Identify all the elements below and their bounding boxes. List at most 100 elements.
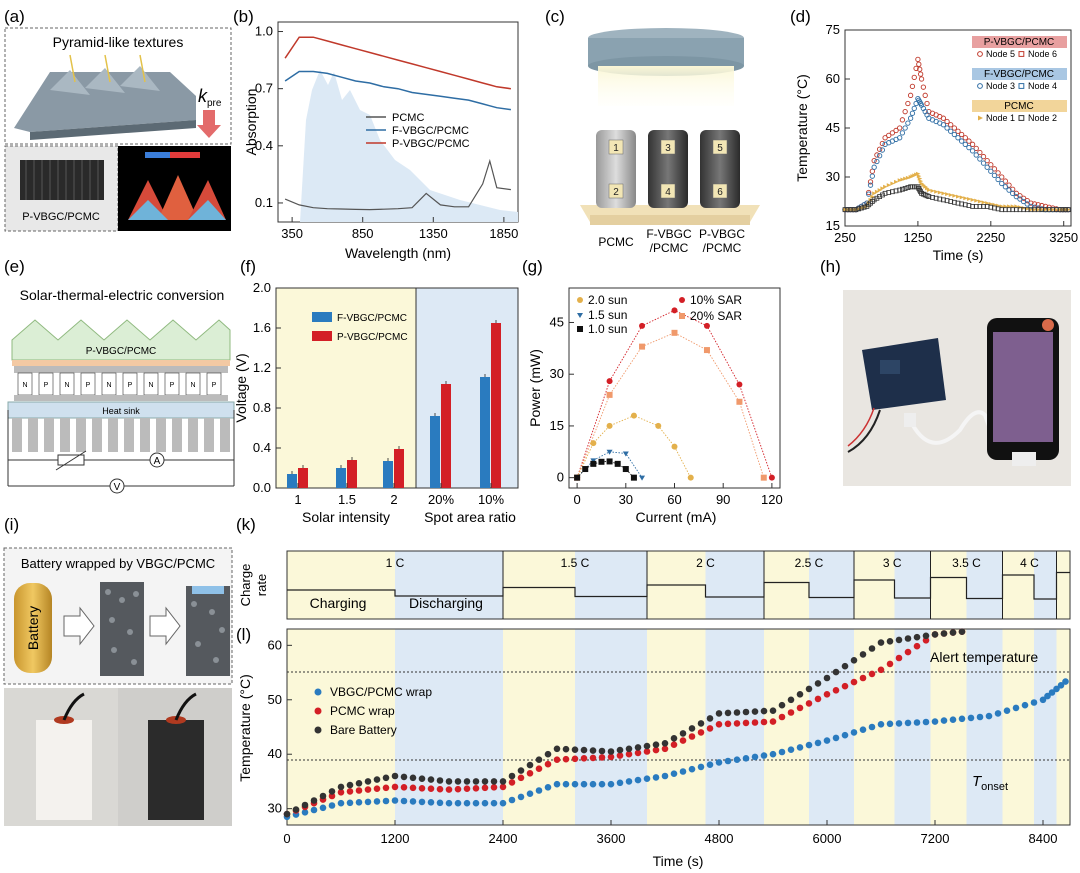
k-charging: Charging (310, 595, 367, 611)
d-point-node-1 (926, 188, 932, 193)
l-point-pcmc (436, 785, 444, 793)
l-point-pcmc (418, 785, 426, 792)
g-ytick-label: 30 (550, 366, 564, 381)
d-point-node-3 (1020, 198, 1027, 205)
g-point (671, 307, 678, 314)
d-point-node-3 (980, 160, 987, 166)
d-legend-node4: Node 4 (1028, 81, 1057, 91)
l-point-pcmc (679, 737, 687, 744)
d-point-node-2 (842, 207, 848, 213)
l-point-vbgc (841, 731, 849, 739)
d-ytick-label: 60 (826, 71, 840, 86)
d-point-node-2 (1065, 207, 1071, 213)
d-point-node-5 (916, 61, 922, 67)
l-point-bare (391, 772, 399, 780)
d-point-node-5 (944, 118, 950, 125)
d-point-node-2 (848, 207, 853, 213)
l-point-bare (796, 691, 804, 698)
k-rate-label: 3.5 C (952, 556, 981, 570)
l-point-bare (292, 806, 300, 813)
l-point-vbgc (751, 753, 759, 761)
d-point-node-5 (867, 179, 874, 185)
l-point-bare (418, 775, 426, 782)
d-point-node-5 (969, 141, 976, 147)
l-point-bare (625, 745, 633, 753)
k-band (705, 551, 764, 619)
l-band (894, 629, 931, 825)
d-point-node-1 (886, 183, 892, 188)
l-point-bare (877, 639, 885, 646)
l-point-pcmc (715, 721, 723, 728)
k-band (287, 551, 395, 619)
d-point-node-1 (877, 188, 883, 193)
l-point-pcmc (535, 765, 543, 772)
d-point-node-1 (970, 197, 976, 202)
g-xtick-label: 0 (573, 492, 580, 507)
d-point-node-3 (902, 125, 908, 131)
l-point-vbgc (760, 752, 768, 759)
l-point-vbgc (985, 712, 993, 720)
l-point-bare (490, 778, 498, 785)
l-band (1002, 629, 1034, 825)
d-point-node-1 (894, 179, 899, 184)
d-point-node-5 (924, 100, 930, 107)
l-point-vbgc (877, 721, 885, 728)
te-leg-label: P (128, 382, 133, 389)
l-point-bare (409, 774, 417, 782)
l-point-vbgc (328, 802, 336, 809)
l-xtick-label: 8400 (1029, 831, 1058, 846)
g-xtick-label: 120 (761, 492, 783, 507)
d-point-node-1 (966, 197, 972, 202)
d-point-node-3 (948, 128, 954, 134)
d-point-node-2 (859, 205, 864, 211)
d-point-node-2 (1063, 207, 1068, 213)
d-point-node-5 (980, 153, 987, 160)
l-point-vbgc (850, 729, 858, 736)
b-xlabel: Wavelength (nm) (345, 245, 451, 261)
k-band (1002, 551, 1034, 619)
d-point-node-3 (969, 148, 976, 154)
panel-label-b: (b) (233, 7, 254, 26)
g-legend-1sun: 1.0 sun (588, 322, 627, 336)
b-legend-pcmc: PCMC (392, 112, 424, 124)
d-ytick-label: 15 (826, 218, 840, 233)
l-point-vbgc (319, 804, 327, 812)
d-point-node-2 (905, 185, 911, 191)
l-point-bare (895, 636, 903, 644)
l-ytick-label: 50 (268, 692, 282, 707)
g-point (606, 422, 613, 429)
d-point-node-3 (995, 176, 1001, 183)
l-point-bare (319, 792, 327, 800)
g-ytick-label: 45 (550, 314, 564, 329)
l-point-bare (688, 725, 696, 732)
l-point-bare (553, 745, 561, 753)
l-point-pcmc (454, 785, 462, 793)
d-point-node-5 (940, 115, 947, 121)
d-point-node-2 (861, 204, 867, 210)
g-point (606, 449, 613, 455)
l-point-pcmc (490, 784, 498, 791)
d-point-node-5 (922, 92, 928, 98)
l-band (930, 629, 967, 825)
l-point-vbgc (742, 755, 750, 762)
node-1: 1 (613, 143, 619, 154)
panel-j-photo (4, 688, 232, 826)
d-point-node-3 (866, 191, 872, 197)
l-point-bare (607, 748, 615, 755)
l-point-pcmc (652, 746, 660, 754)
l-point-bare (823, 674, 831, 682)
l-point-bare (670, 735, 678, 742)
d-point-node-5 (899, 117, 906, 123)
panel-f: 1 1.5 2 20% 10% 0.0 0.4 0.8 1.2 1.6 2.0 Voltage (V… (233, 280, 519, 525)
panel-i: Battery wrapped by VBGC/PCMC Battery (3, 547, 233, 685)
d-point-node-2 (853, 207, 859, 213)
l-point-pcmc (499, 783, 507, 791)
l-point-vbgc (895, 720, 903, 727)
e-film-label: P-VBGC/PCMC (86, 346, 157, 357)
b-series-pcmc (284, 158, 511, 211)
l-point-pcmc (814, 695, 822, 703)
g-xtick-label: 60 (667, 492, 681, 507)
l-point-pcmc (571, 755, 579, 763)
b-xtick-label: 1350 (419, 226, 448, 241)
l-point-pcmc (472, 785, 480, 792)
